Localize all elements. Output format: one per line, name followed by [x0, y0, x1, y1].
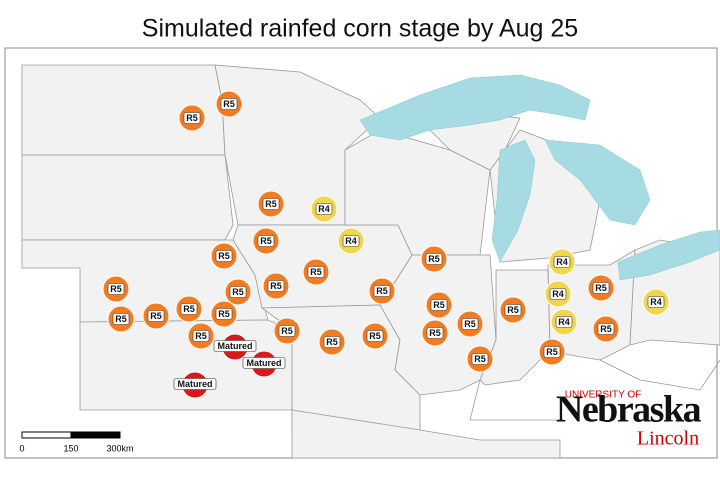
- stage-label: R5: [376, 286, 388, 296]
- stage-label-box: [278, 325, 296, 337]
- stage-label-box: [213, 340, 257, 352]
- stage-label: R5: [270, 281, 282, 291]
- stage-label: R5: [150, 311, 162, 321]
- stage-label-box: [555, 316, 573, 328]
- stage-label: R5: [428, 254, 440, 264]
- stage-label: R5: [429, 328, 441, 338]
- stage-label: R5: [218, 251, 230, 261]
- stage-label: Matured: [246, 358, 281, 368]
- stage-label-box: [220, 98, 238, 110]
- stage-label-box: [461, 318, 479, 330]
- stage-label-box: [504, 304, 522, 316]
- stage-label-box: [592, 282, 610, 294]
- stage-label-box: [183, 112, 201, 124]
- stage-label-box: [229, 286, 247, 298]
- scale-segment: [70, 431, 121, 439]
- stage-label: R5: [326, 337, 338, 347]
- stage-label: R5: [369, 331, 381, 341]
- logo-campus: Lincoln: [637, 428, 699, 450]
- stage-label: Matured: [177, 379, 212, 389]
- stage-label-box: [647, 296, 665, 308]
- stage-label-box: [425, 253, 443, 265]
- stage-label: R5: [464, 319, 476, 329]
- stage-label-box: [597, 323, 615, 335]
- stage-label-box: [323, 336, 341, 348]
- scale-label: 300km: [106, 443, 133, 453]
- stage-label: Matured: [217, 341, 252, 351]
- stage-label: R5: [281, 326, 293, 336]
- stage-label-box: [366, 330, 384, 342]
- stage-label: R5: [232, 287, 244, 297]
- states: [21, 64, 720, 459]
- map-title: Simulated rainfed corn stage by Aug 25: [142, 15, 578, 43]
- stage-label: R5: [195, 331, 207, 341]
- stage-label-box: [315, 203, 333, 215]
- stage-label-box: [180, 303, 198, 315]
- stage-label-box: [267, 280, 285, 292]
- stage-label-box: [107, 283, 125, 295]
- stage-label-box: [257, 235, 275, 247]
- stage-label: R4: [552, 289, 564, 299]
- stage-label-box: [471, 353, 489, 365]
- stage-label: R5: [260, 236, 272, 246]
- logo-university: UNIVERSITY OF: [565, 390, 642, 401]
- stage-label: R4: [556, 257, 568, 267]
- scale-label: 150: [63, 443, 78, 453]
- logo: UNIVERSITY OF Nebraska Lincoln: [556, 389, 703, 450]
- stage-label: R5: [600, 324, 612, 334]
- markers: R5 R5 R5 R4 R5 R4 R5 R5 R5 R5 R5 R5 R5 R5 R5 R5 R5 R5 R5 R5…: [102, 90, 670, 399]
- scale-bar: 0 150 300km: [19, 431, 134, 453]
- stage-label: R5: [186, 113, 198, 123]
- stage-label: R4: [345, 236, 357, 246]
- stage-label-box: [173, 378, 217, 390]
- stage-label: R5: [115, 314, 127, 324]
- stage-label-box: [543, 346, 561, 358]
- stage-label: R5: [223, 99, 235, 109]
- stage-label-box: [307, 266, 325, 278]
- stage-label: R4: [650, 297, 662, 307]
- stage-label: R4: [558, 317, 570, 327]
- stage-label-box: [549, 288, 567, 300]
- stage-label-box: [147, 310, 165, 322]
- stage-label-box: [426, 327, 444, 339]
- stage-label: R5: [183, 304, 195, 314]
- logo-name: Nebraska: [556, 389, 702, 431]
- stage-label-box: [430, 299, 448, 311]
- stage-label-box: [262, 198, 280, 210]
- stage-label-box: [112, 313, 130, 325]
- stage-label-box: [215, 250, 233, 262]
- stage-label-box: [242, 357, 286, 369]
- stage-label: R5: [110, 284, 122, 294]
- stage-label-box: [215, 308, 233, 320]
- scale-label: 0: [19, 443, 24, 453]
- stage-label: R5: [474, 354, 486, 364]
- stage-label-box: [342, 235, 360, 247]
- stage-label: R4: [318, 204, 330, 214]
- stage-label: R5: [507, 305, 519, 315]
- stage-label: R5: [310, 267, 322, 277]
- stage-label: R5: [433, 300, 445, 310]
- stage-label: R5: [595, 283, 607, 293]
- stage-label-box: [192, 330, 210, 342]
- stage-label: R5: [265, 199, 277, 209]
- stage-label: R5: [546, 347, 558, 357]
- stage-label-box: [373, 285, 391, 297]
- stage-label: R5: [218, 309, 230, 319]
- scale-segment: [21, 431, 72, 439]
- stage-label-box: [553, 256, 571, 268]
